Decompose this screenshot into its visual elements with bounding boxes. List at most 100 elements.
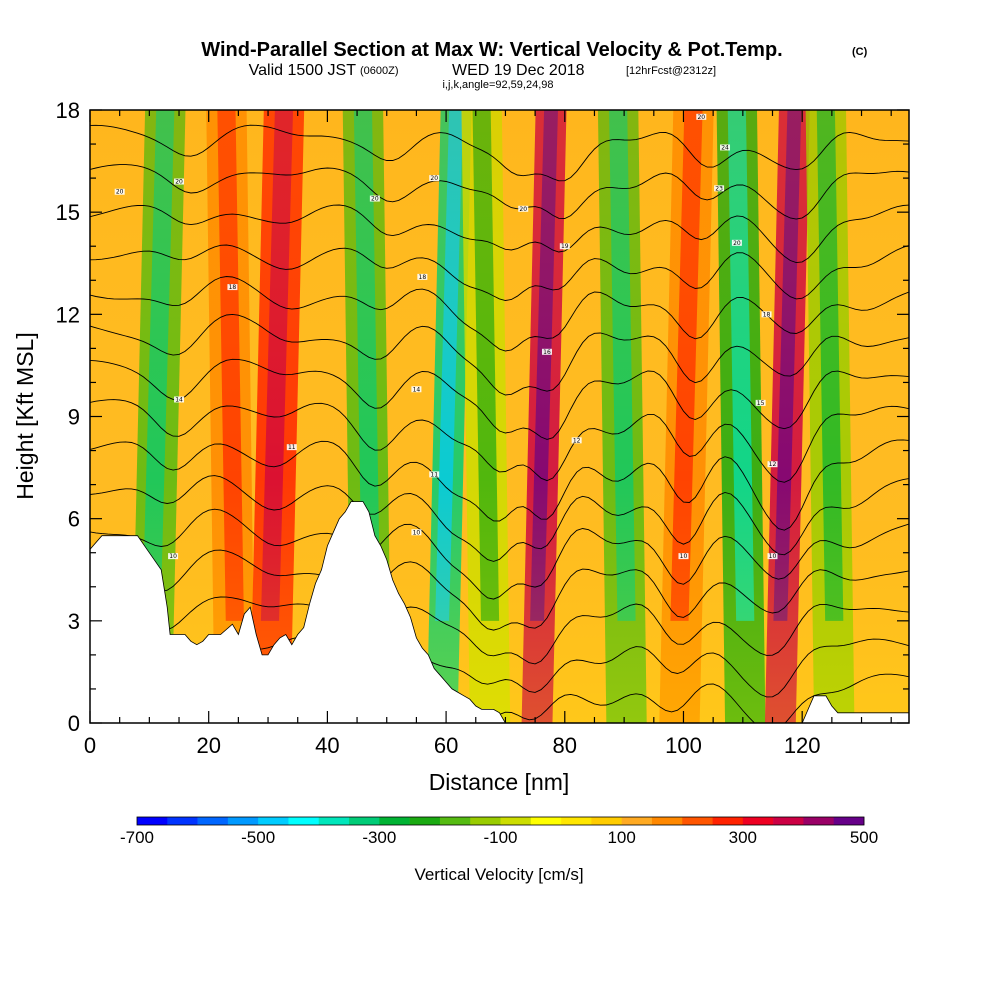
theta-label-box: [559, 243, 570, 250]
theta-contour: [90, 475, 909, 562]
theta-label-text: 20: [175, 179, 183, 186]
theta-label-box: [417, 273, 428, 280]
theta-label: 24: [720, 144, 731, 151]
theta-label-box: [429, 175, 440, 182]
theta-contour: [90, 399, 909, 483]
colorbar-swatch: [349, 817, 380, 825]
colorbar-swatch: [167, 817, 198, 825]
y-tick-label: 6: [68, 507, 80, 532]
terrain-mask: [90, 501, 909, 723]
theta-contour: [90, 164, 909, 220]
theta-label: 16: [541, 348, 552, 356]
theta-label-box: [411, 529, 422, 536]
colorbar-swatch: [288, 817, 320, 825]
theta-label-text: 20: [519, 206, 527, 213]
colorbar-swatch: [439, 817, 471, 825]
theta-label: 10: [411, 529, 422, 536]
theta-label-text: 16: [543, 349, 551, 356]
subtitle-date: WED 19 Dec 2018: [452, 62, 585, 79]
colorbar-title: Vertical Velocity [cm/s]: [414, 865, 583, 884]
theta-label: 20: [114, 188, 125, 196]
theta-label: 20: [174, 178, 185, 186]
theta-label-box: [678, 553, 689, 560]
y-tick-label: 3: [68, 609, 80, 634]
theta-label: 18: [227, 284, 238, 291]
theta-label-box: [369, 195, 380, 202]
theta-label: 18: [761, 311, 772, 318]
theta-contour: [90, 595, 909, 665]
theta-label: 19: [559, 243, 570, 250]
colorbar-swatch: [833, 817, 865, 825]
colorbar-swatch: [621, 817, 653, 825]
plot-area: 10 10 10 10 11 11 12 12 14 14 15 16 18 18 18 19 20 20 20 20…: [90, 110, 909, 723]
y-axis-title: Height [Kft MSL]: [12, 332, 38, 499]
colorbar-swatch: [773, 817, 804, 825]
theta-label-text: 20: [733, 240, 741, 247]
theta-label: 10: [168, 553, 179, 560]
colorbar-swatch: [470, 817, 501, 825]
theta-label-text: 12: [769, 461, 777, 468]
theta-label-box: [767, 553, 778, 560]
colorbar-swatch: [137, 817, 168, 825]
theta-label: 12: [767, 461, 778, 468]
x-tick-label: 40: [315, 733, 339, 758]
subtitle-utc: (0600Z): [360, 65, 399, 77]
theta-label: 14: [174, 396, 185, 403]
colorbar-label: 300: [729, 828, 757, 847]
colorbar-swatch: [742, 817, 774, 825]
x-tick-label: 100: [665, 733, 702, 758]
theta-label-text: 18: [419, 274, 427, 281]
theta-label: 12: [571, 437, 582, 444]
subtitle-prefix: Valid 1500 JST: [249, 62, 357, 79]
terrain: [90, 501, 909, 723]
colorbar-swatch: [227, 817, 259, 825]
theta-label-box: [571, 437, 582, 444]
colorbar-label: -700: [120, 828, 154, 847]
colorbar-label: 100: [607, 828, 635, 847]
theta-label-text: 10: [680, 553, 688, 560]
theta-label-text: 11: [288, 444, 296, 451]
theta-contour: [90, 276, 909, 352]
theta-label-text: 12: [573, 437, 581, 444]
y-tick-label: 9: [68, 405, 80, 430]
theta-label-box: [114, 188, 125, 195]
theta-contour: [90, 204, 909, 264]
theta-label-box: [731, 239, 742, 246]
colorbar-label: -100: [483, 828, 517, 847]
theta-contour: [90, 508, 909, 600]
theta-label-box: [761, 311, 772, 318]
vertical-shading: [90, 110, 909, 723]
theta-contour: [90, 439, 909, 531]
theta-label-text: 19: [561, 243, 569, 250]
theta-contour-labels: 10 10 10 10 11 11 12 12 14 14 15 16 18 18 18 19 20 20 20 20…: [114, 113, 778, 560]
theta-label-text: 10: [769, 553, 777, 560]
theta-label-box: [411, 386, 422, 393]
colorbar: -700 -500 -300 -100 100 300 500: [120, 816, 878, 847]
y-tick-label: 18: [56, 98, 80, 123]
y-tick-label: 0: [68, 711, 80, 736]
theta-label: 11: [429, 471, 440, 478]
theta-label-text: 18: [229, 284, 237, 291]
x-tick-label: 0: [84, 733, 96, 758]
colorbar-swatch: [318, 817, 350, 825]
y-tick-label: 15: [56, 200, 80, 225]
chart-title: Wind-Parallel Section at Max W: Vertical…: [201, 39, 782, 61]
theta-label-text: 15: [757, 400, 765, 407]
theta-label-text: 10: [413, 529, 421, 536]
theta-label-text: 20: [430, 175, 438, 182]
theta-contour: [90, 244, 909, 301]
theta-label: 20: [518, 205, 529, 213]
theta-label: 10: [767, 553, 778, 560]
theta-label-text: 23: [715, 185, 723, 192]
theta-label-box: [227, 284, 238, 291]
x-tick-label: 20: [196, 733, 220, 758]
theta-label-text: 24: [721, 144, 729, 151]
theta-label-box: [168, 553, 179, 560]
theta-label: 23: [714, 185, 725, 192]
theta-label-box: [714, 185, 725, 192]
theta-label-box: [174, 396, 185, 403]
colorbar-swatch: [197, 817, 229, 825]
colorbar-swatch: [803, 817, 835, 825]
theta-label: 20: [696, 113, 707, 121]
